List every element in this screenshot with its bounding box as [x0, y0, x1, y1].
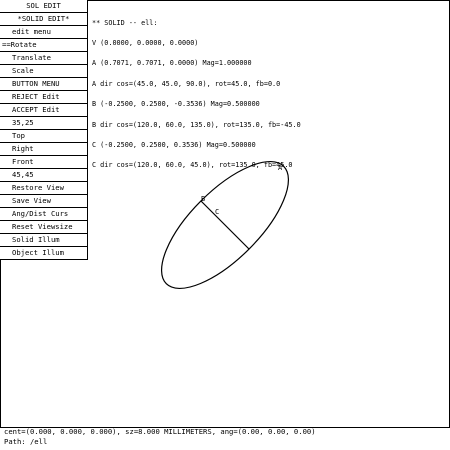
ellipsoid-outline: [160, 160, 290, 290]
menu-item-view-right[interactable]: Right: [0, 142, 87, 155]
menu-item-accept-edit[interactable]: ACCEPT Edit: [0, 103, 87, 116]
menu-item-save-view[interactable]: Save View: [0, 194, 87, 207]
menu-title-sol-edit[interactable]: SOL EDIT: [26, 1, 61, 10]
readout-vector-c: C (-0.2500, 0.2500, 0.3536) Mag=0.500000: [92, 140, 256, 149]
menu-item-view-top[interactable]: Top: [0, 129, 87, 142]
readout-dircos-c: C dir cos=(120.0, 60.0, 45.0), rot=135.0…: [92, 161, 293, 170]
readout-dircos-b: B dir cos=(120.0, 60.0, 135.0), rot=135.…: [92, 120, 301, 129]
status-view-info: cent=(0.000, 0.000, 0.000), sz=8.000 MIL…: [4, 427, 316, 436]
menu-item-rotate[interactable]: ==Rotate: [0, 38, 87, 51]
menu-item-restore-view[interactable]: Restore View: [0, 181, 87, 194]
vertex-label-c: C: [215, 208, 219, 216]
vertex-label-b: B: [201, 195, 205, 203]
menu-item-solid-illum[interactable]: Solid Illum: [0, 233, 87, 246]
menu-item-ang-dist-curs[interactable]: Ang/Dist Curs: [0, 207, 87, 220]
status-path: Path: /ell: [4, 437, 48, 446]
menu-item-view-35-25[interactable]: 35,25: [0, 116, 87, 129]
vertex-label-a: A: [278, 164, 283, 172]
solid-parameters-readout: ** SOLID -- ell: V (0.0000, 0.0000, 0.00…: [92, 6, 301, 183]
menu-item-view-45-45[interactable]: 45,45: [0, 168, 87, 181]
readout-vector-a: A (0.7071, 0.7071, 0.0000) Mag=1.000000: [92, 59, 252, 68]
menu-item-scale[interactable]: Scale: [0, 64, 87, 77]
ellipsoid-minor-axis: [200, 200, 250, 250]
menu-item-translate[interactable]: Translate: [0, 51, 87, 64]
menu-item-object-illum[interactable]: Object Illum: [0, 246, 87, 259]
graphics-viewport[interactable]: A B C: [0, 0, 450, 426]
menu-item-view-front[interactable]: Front: [0, 155, 87, 168]
menu-item-reject-edit[interactable]: REJECT Edit: [0, 90, 87, 103]
status-bar: cent=(0.000, 0.000, 0.000), sz=8.000 MIL…: [0, 427, 450, 450]
readout-heading: ** SOLID -- ell:: [92, 18, 158, 27]
readout-vertex: V (0.0000, 0.0000, 0.0000): [92, 38, 199, 47]
menu-title-solid-edit[interactable]: *SOLID EDIT*: [0, 12, 87, 25]
menu-item-button-menu[interactable]: BUTTON MENU: [0, 77, 87, 90]
edit-menu-panel: SOL EDIT *SOLID EDIT* edit menu ==Rotate…: [0, 0, 88, 260]
menu-item-reset-viewsize[interactable]: Reset Viewsize: [0, 220, 87, 233]
readout-vector-b: B (-0.2500, 0.2500, -0.3536) Mag=0.50000…: [92, 100, 260, 109]
ellipsoid-wireframe: [160, 160, 290, 290]
readout-dircos-a: A dir cos=(45.0, 45.0, 90.0), rot=45.0, …: [92, 79, 281, 88]
menu-item-edit-menu[interactable]: edit menu: [0, 25, 87, 38]
